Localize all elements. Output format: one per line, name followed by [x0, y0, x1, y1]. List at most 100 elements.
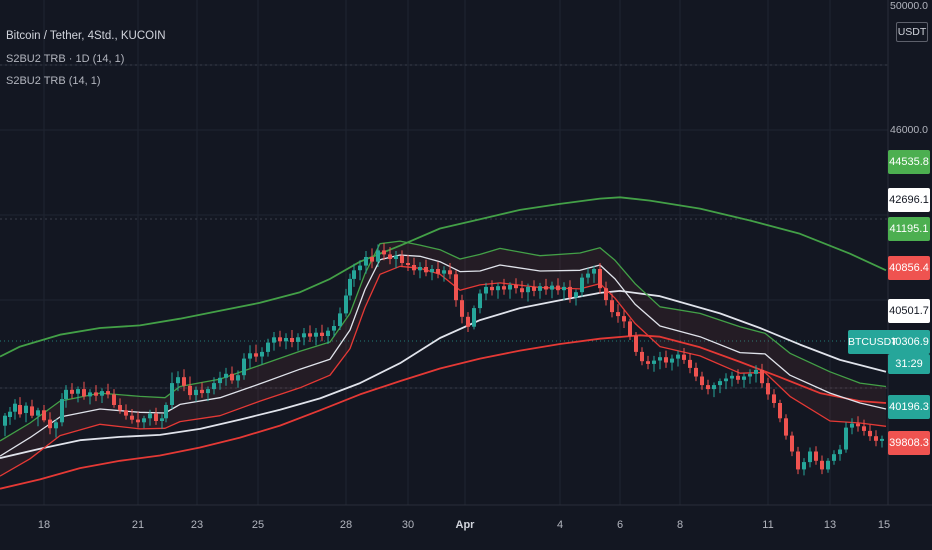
candle-body-96 [568, 286, 572, 298]
unit-selector[interactable]: USDT [896, 22, 928, 42]
candle-body-92 [544, 286, 548, 290]
candle-body-100 [592, 269, 596, 274]
candle-body-61 [358, 265, 362, 271]
candle-body-64 [376, 250, 380, 262]
candle-body-39 [230, 373, 234, 381]
candle-body-73 [430, 269, 434, 273]
candle-body-101 [598, 269, 602, 289]
candle-body-88 [520, 288, 524, 293]
candle-body-131 [778, 403, 782, 419]
candle-body-36 [212, 383, 216, 390]
candle-body-138 [820, 460, 824, 470]
candle-body-58 [344, 295, 348, 314]
candle-body-46 [272, 337, 276, 343]
candle-body-144 [856, 423, 860, 427]
candle-body-34 [200, 389, 204, 394]
x-tick-2: 23 [190, 519, 204, 531]
candle-body-37 [218, 377, 222, 384]
candle-body-123 [730, 375, 734, 379]
candle-body-41 [242, 358, 246, 376]
series-line-4 [0, 254, 887, 457]
candle-body-83 [490, 286, 494, 291]
candle-body-32 [188, 385, 192, 396]
x-tick-7: 4 [556, 519, 564, 531]
candle-body-54 [320, 332, 324, 336]
candle-body-147 [874, 436, 878, 441]
candle-body-105 [622, 316, 626, 322]
candle-body-91 [538, 286, 542, 291]
candle-body-8 [48, 419, 52, 429]
candle-body-69 [406, 263, 410, 265]
candle-body-1 [8, 411, 12, 417]
candle-body-135 [802, 462, 806, 470]
candle-body-56 [332, 326, 336, 331]
candle-body-12 [70, 389, 74, 394]
x-tick-9: 8 [676, 519, 684, 531]
candle-body-141 [838, 449, 842, 455]
candle-body-76 [448, 270, 452, 275]
candle-body-38 [224, 373, 228, 378]
candle-body-49 [290, 338, 294, 342]
candle-body-94 [556, 285, 560, 291]
candle-body-63 [370, 257, 374, 262]
x-tick-12: 15 [877, 519, 891, 531]
candle-body-33 [194, 389, 198, 396]
candle-body-52 [308, 333, 312, 337]
candle-body-130 [772, 394, 776, 403]
candle-body-120 [712, 385, 716, 390]
candle-body-97 [574, 292, 578, 298]
price-label-2: 41195.1 [888, 217, 930, 241]
candle-body-145 [862, 426, 866, 431]
candle-body-25 [148, 413, 152, 419]
x-tick-4: 28 [339, 519, 353, 531]
candle-body-142 [844, 427, 848, 450]
candle-body-93 [550, 285, 554, 290]
candle-body-15 [88, 392, 92, 397]
candle-body-132 [784, 418, 788, 436]
candle-body-9 [54, 422, 58, 429]
candle-body-74 [436, 269, 440, 274]
candle-body-146 [868, 430, 872, 437]
series-line-2 [0, 334, 887, 490]
candle-body-111 [658, 357, 662, 361]
candle-body-106 [628, 321, 632, 336]
candle-body-47 [278, 337, 282, 342]
candle-body-134 [796, 451, 800, 470]
candle-body-68 [400, 255, 404, 263]
candle-body-125 [742, 376, 746, 380]
candle-body-77 [454, 274, 458, 301]
candle-body-119 [706, 385, 710, 390]
candle-body-122 [724, 378, 728, 382]
candle-body-70 [412, 265, 416, 271]
band-fill [0, 241, 886, 477]
price-label-3: 40856.4 [888, 256, 930, 280]
candle-body-29 [170, 383, 174, 405]
candle-body-133 [790, 435, 794, 452]
bar-countdown: 31:29 [888, 354, 930, 374]
price-label-1: 42696.1 [888, 188, 930, 212]
x-tick-1: 21 [131, 519, 145, 531]
candle-body-17 [100, 391, 104, 396]
candle-body-3 [18, 405, 22, 415]
candle-body-143 [850, 423, 854, 428]
candle-body-35 [206, 389, 210, 394]
candle-body-118 [700, 376, 704, 386]
candle-body-103 [610, 300, 614, 313]
symbol-tag: BTCUSDT [848, 330, 898, 354]
candle-body-140 [832, 454, 836, 461]
candle-body-78 [460, 300, 464, 317]
candle-body-51 [302, 333, 306, 338]
price-label-7: 39808.3 [888, 431, 930, 455]
candle-body-4 [24, 405, 28, 413]
price-label-5: 40306.9 [888, 330, 930, 354]
candle-body-40 [236, 375, 240, 381]
candle-body-137 [814, 451, 818, 461]
candle-body-127 [754, 369, 758, 374]
candle-body-85 [502, 286, 506, 290]
y-tick-top: 50000.0 [890, 0, 928, 12]
candle-body-89 [526, 286, 530, 293]
candle-body-28 [164, 405, 168, 419]
candle-body-20 [118, 405, 122, 411]
